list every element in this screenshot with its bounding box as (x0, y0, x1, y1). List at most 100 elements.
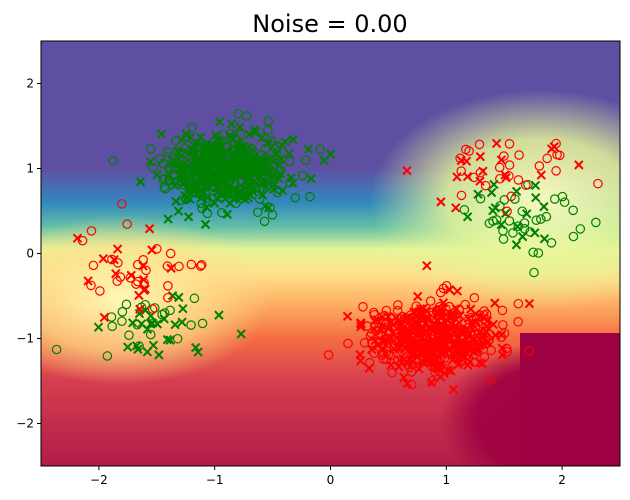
scatter-point-circle (513, 316, 523, 327)
scatter-point-circle (506, 191, 517, 202)
scatter-point-cross (574, 160, 584, 170)
scatter-point-circle (381, 305, 392, 316)
scatter-point-cross (466, 304, 476, 314)
scatter-point-circle (184, 160, 194, 170)
scatter-point-cross (411, 339, 421, 349)
scatter-point-circle (189, 145, 200, 155)
scatter-point-circle (117, 306, 128, 317)
scatter-point-cross (446, 366, 456, 376)
scatter-point-cross (235, 122, 245, 132)
scatter-point-cross (524, 298, 535, 309)
scatter-point-cross (183, 212, 194, 222)
scatter-point-circle (162, 261, 173, 271)
scatter-point-circle (241, 111, 252, 121)
scatter-point-circle (263, 116, 274, 126)
scatter-point-cross (413, 291, 423, 302)
scatter-point-circle (218, 129, 229, 140)
scatter-point-circle (455, 325, 466, 336)
scatter-point-cross (422, 345, 433, 356)
scatter-point-cross (463, 313, 474, 324)
scatter-point-cross (436, 197, 446, 207)
scatter-point-cross (218, 177, 228, 187)
scatter-point-cross (146, 319, 156, 329)
scatter-point-cross (126, 270, 136, 281)
scatter-point-circle (300, 155, 311, 166)
scatter-point-circle (415, 335, 425, 345)
scatter-point-circle (198, 183, 208, 194)
scatter-point-circle (86, 280, 96, 291)
scatter-point-cross (163, 214, 173, 224)
plot-area (41, 41, 620, 466)
scatter-point-circle (447, 311, 458, 321)
scatter-point-cross (469, 347, 480, 357)
scatter-point-circle (185, 145, 195, 156)
scatter-point-circle (501, 343, 512, 354)
scatter-point-cross (342, 311, 353, 322)
scatter-point-cross (402, 357, 412, 368)
scatter-point-cross (457, 351, 467, 362)
scatter-point-circle (266, 136, 277, 146)
scatter-point-circle (499, 328, 510, 339)
scatter-point-cross (179, 166, 189, 176)
scatter-point-cross (226, 119, 237, 129)
scatter-point-circle (369, 307, 379, 318)
scatter-point-cross (522, 209, 532, 219)
scatter-point-cross (127, 318, 138, 328)
scatter-point-circle (267, 210, 278, 220)
scatter-point-cross (284, 149, 294, 159)
scatter-point-circle (265, 202, 275, 213)
scatter-point-circle (102, 351, 113, 361)
scatter-point-cross (453, 359, 463, 370)
scatter-point-circle (387, 367, 397, 378)
scatter-point-circle (252, 207, 263, 218)
scatter-point-circle (533, 248, 544, 258)
scatter-point-cross (156, 129, 167, 139)
scatter-point-circle (504, 139, 515, 149)
scatter-point-circle (235, 138, 245, 148)
scatter-point-cross (400, 321, 410, 332)
scatter-point-circle (495, 173, 505, 184)
scatter-point-cross (546, 144, 557, 154)
scatter-point-circle (392, 305, 403, 316)
scatter-point-circle (122, 219, 132, 229)
x-tick-label: 1 (442, 473, 450, 487)
scatter-point-cross (434, 362, 444, 372)
scatter-point-circle (525, 227, 535, 237)
scatter-point-circle (402, 359, 413, 370)
scatter-point-cross (109, 254, 119, 265)
scatter-point-cross (165, 335, 175, 345)
scatter-point-circle (268, 140, 278, 151)
scatter-point-circle (165, 305, 175, 316)
scatter-point-circle (197, 318, 208, 329)
scatter-point-cross (83, 276, 93, 286)
scatter-point-cross (219, 179, 229, 190)
scatter-point-circle (107, 321, 118, 332)
scatter-point-cross (98, 254, 109, 264)
scatter-point-circle (51, 344, 62, 355)
scatter-point-circle (418, 347, 429, 358)
scatter-point-circle (154, 154, 165, 164)
scatter-point-cross (303, 144, 314, 154)
scatter-point-circle (117, 316, 127, 327)
scatter-point-circle (157, 309, 167, 320)
scatter-point-circle (186, 320, 196, 330)
scatter-point-circle (504, 160, 515, 170)
scatter-point-cross (488, 206, 498, 216)
scatter-point-cross (452, 172, 462, 182)
scatter-point-circle (186, 259, 197, 270)
background-lower-left-region (41, 215, 270, 385)
scatter-point-circle (182, 131, 192, 142)
scatter-point-cross (356, 319, 366, 329)
scatter-point-circle (435, 361, 445, 372)
scatter-point-cross (190, 342, 201, 353)
y-tick-label: −1 (16, 332, 34, 346)
scatter-point-cross (490, 298, 500, 308)
scatter-point-cross (394, 343, 405, 354)
scatter-point-circle (176, 195, 187, 205)
scatter-point-circle (323, 350, 334, 360)
scatter-point-cross (177, 317, 187, 327)
scatter-point-circle (447, 334, 458, 345)
scatter-point-cross (539, 201, 549, 212)
scatter-point-circle (263, 125, 273, 136)
x-tick-label: −1 (206, 473, 224, 487)
